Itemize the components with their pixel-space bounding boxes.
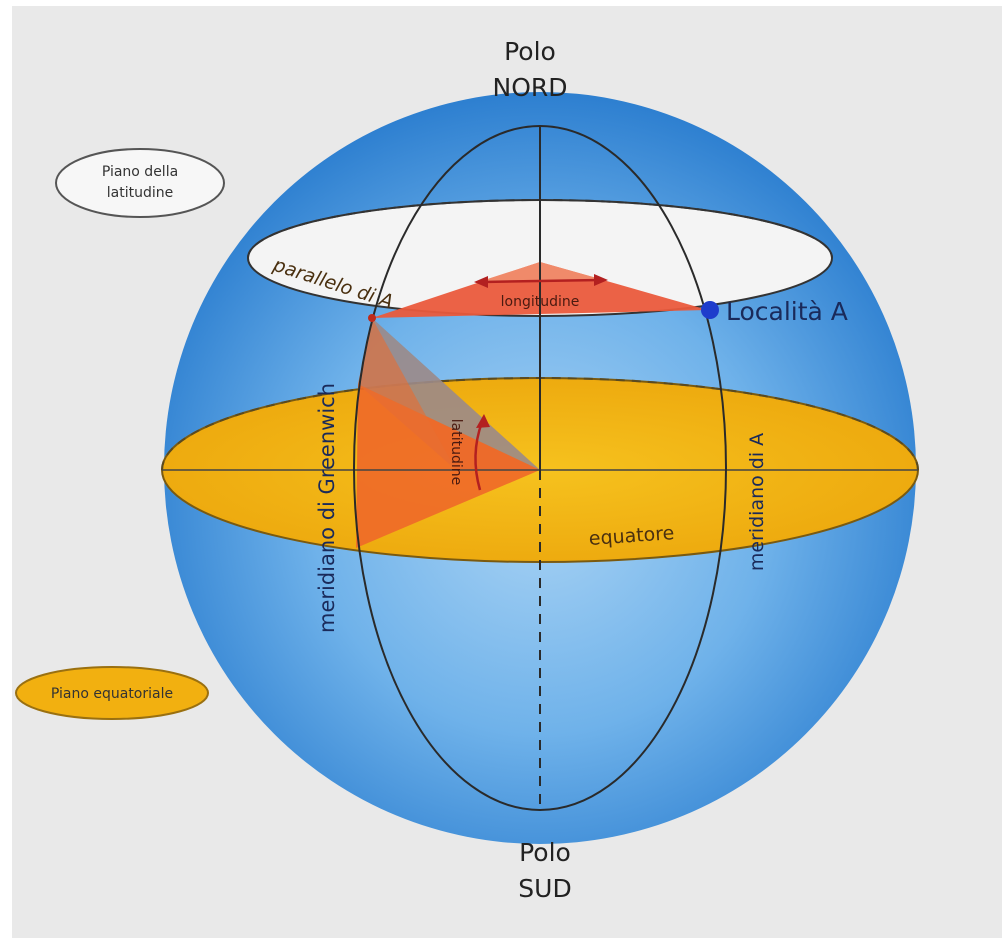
latitude-plane-icon	[55, 148, 225, 218]
location-a-dot	[701, 301, 719, 319]
longitude-label: longitudine	[501, 294, 580, 310]
north-pole-label-line1: Polo	[504, 37, 556, 66]
longitude-arrow-head-right	[594, 274, 608, 286]
south-pole-label-line1: Polo	[519, 838, 571, 867]
greenwich-parallel-point	[368, 314, 376, 322]
latitude-plane-label-line1: Piano della	[102, 164, 178, 180]
south-pole-label-line2: SUD	[518, 874, 571, 903]
latitude-triangle	[356, 384, 540, 548]
latitude-arrow	[474, 421, 484, 491]
location-label: Località A	[726, 297, 848, 326]
latitude-triangle-grey	[358, 318, 540, 470]
longitude-arrow-head-left	[474, 276, 488, 288]
latitude-label: latitudine	[448, 419, 464, 485]
latitude-triangle-upper	[358, 318, 540, 470]
greenwich-meridian-label: meridiano di Greenwich	[315, 383, 339, 633]
longitude-arrow	[481, 278, 601, 284]
latitude-arrow-head	[476, 414, 490, 428]
meridian-a-label: meridiano di A	[746, 433, 768, 571]
equatorial-plane-icon	[15, 666, 209, 720]
equatorial-plane-label: Piano equatoriale	[51, 686, 173, 702]
north-pole-label-line2: NORD	[493, 73, 568, 102]
latitude-plane-label-line2: latitudine	[107, 185, 173, 201]
